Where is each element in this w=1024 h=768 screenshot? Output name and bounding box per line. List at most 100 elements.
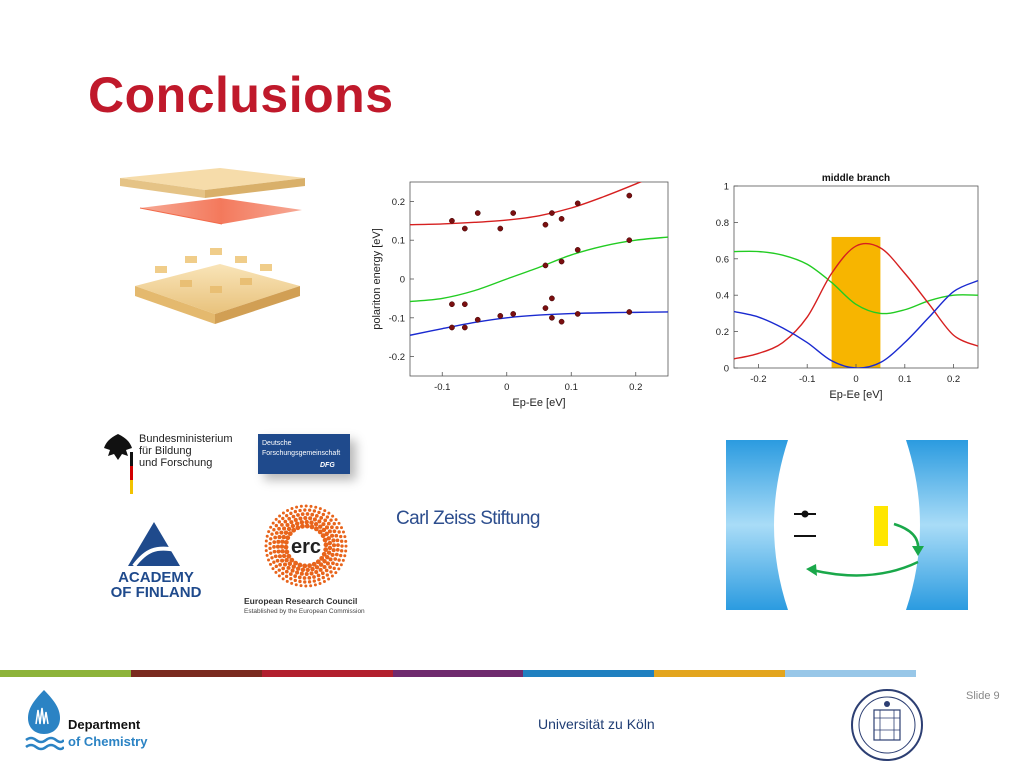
bmbf-line-2: für Bildung	[139, 445, 192, 457]
erc-name: European Research Council	[244, 596, 358, 606]
dfg-line-1: Deutsche	[262, 440, 292, 447]
y-tick-label: 1	[724, 182, 729, 193]
university-name: Universität zu Köln	[538, 716, 655, 732]
emitter-layer	[139, 198, 302, 225]
x-tick-label: 0.1	[565, 382, 578, 393]
footer-bar-segment	[654, 670, 786, 677]
slide-number: Slide 9	[966, 690, 1000, 702]
y-tick-label: -0.1	[389, 313, 405, 324]
data-point	[474, 316, 481, 323]
data-point	[549, 295, 555, 302]
data-point	[574, 200, 581, 207]
polariton-energy-chart: -0.1 0 0.1 0.2 -0.2 -0.1 0 0.1 0.2 polariton en…	[371, 181, 669, 409]
bmbf-logo-text: Bundesministerium für Bildung und Forsch…	[139, 433, 233, 469]
y-tick-label: 0.2	[392, 197, 405, 208]
nanoparticle-marker	[874, 506, 888, 546]
chart1-y-axis-label: polariton energy [eV]	[371, 228, 383, 330]
data-point	[549, 210, 555, 216]
footer-bar-segment	[392, 670, 524, 677]
footer-bar-segment	[261, 670, 393, 677]
footer-bar-segment	[523, 670, 655, 677]
dfg-logo: Deutsche Forschungsgemeinschaft DFG	[258, 434, 350, 474]
x-tick-label: 0.2	[629, 382, 642, 393]
x-tick-label: 0	[853, 374, 858, 385]
y-tick-label: 0.1	[392, 236, 405, 247]
data-point	[497, 225, 504, 232]
department-line-2: of Chemistry	[68, 734, 148, 749]
erc-logo-icon: erc	[264, 504, 348, 588]
university-seal-icon	[851, 689, 923, 761]
aof-line-2: OF FINLAND	[110, 584, 202, 601]
x-tick-label: 0.1	[898, 374, 911, 385]
data-point	[449, 324, 455, 331]
y-tick-label: 0.2	[716, 327, 729, 338]
right-mirror	[906, 440, 968, 610]
data-point	[461, 301, 468, 308]
data-point	[510, 210, 517, 216]
dfg-line-2: Forschungsgemeinschaft	[262, 450, 341, 457]
chart2-title: middle branch	[822, 173, 890, 184]
y-tick-label: 0.6	[716, 254, 729, 265]
data-point	[574, 311, 581, 317]
footer-color-bar	[0, 670, 917, 677]
data-point	[497, 313, 504, 319]
series-line	[410, 311, 668, 336]
dfg-abbreviation: DFG	[320, 462, 335, 469]
data-point	[461, 324, 468, 331]
y-tick-label: -0.2	[389, 352, 405, 363]
y-tick-label: 0	[724, 364, 729, 375]
academy-of-finland-triangle-icon	[128, 522, 180, 568]
chart1-plot-frame	[409, 181, 669, 377]
bmbf-line-1: Bundesministerium	[139, 433, 233, 445]
x-tick-label: -0.1	[434, 382, 450, 393]
slide-title: Conclusions	[88, 67, 394, 123]
data-point	[558, 318, 565, 325]
top-mirror-plate	[120, 168, 305, 198]
data-point	[510, 311, 517, 317]
erc-subtitle: Established by the European Commission	[244, 608, 365, 615]
department-drop-icon	[25, 690, 64, 751]
data-point	[574, 247, 581, 253]
bmbf-line-3: und Forschung	[139, 457, 213, 469]
footer-bar-segment	[130, 670, 262, 677]
coupling-arrow-back	[811, 560, 919, 577]
data-point	[626, 192, 633, 199]
chart2-x-axis-label: Ep-Ee [eV]	[829, 389, 882, 401]
series-line	[410, 236, 668, 303]
data-point	[626, 309, 633, 315]
academy-of-finland-logo-text: ACADEMY OF FINLAND	[106, 570, 206, 600]
series-line	[734, 250, 978, 315]
data-point	[449, 301, 455, 308]
y-tick-label: 0.4	[716, 291, 729, 302]
german-eagle-icon	[104, 434, 133, 494]
data-point	[542, 305, 549, 311]
bottom-nanoparticle-substrate	[135, 248, 300, 324]
nanostructure-illustration	[120, 168, 305, 324]
x-tick-label: 0	[504, 382, 509, 393]
aof-line-1: ACADEMY	[118, 569, 194, 586]
data-point	[626, 237, 633, 244]
department-line-1: Department	[68, 717, 141, 732]
chart1-x-axis-label: Ep-Ee [eV]	[512, 397, 565, 409]
carl-zeiss-stiftung-logo: Carl Zeiss Stiftung	[396, 508, 540, 529]
footer-bar-segment	[0, 670, 131, 677]
x-tick-label: -0.1	[799, 374, 815, 385]
erc-mark: erc	[291, 536, 321, 558]
data-point	[474, 210, 481, 216]
y-tick-label: 0	[400, 275, 405, 286]
footer-bar-segment	[785, 670, 917, 677]
chart2-highlight-band	[831, 236, 881, 368]
left-mirror	[726, 440, 788, 610]
x-tick-label: 0.2	[947, 374, 960, 385]
data-point	[461, 225, 468, 232]
data-point	[558, 216, 565, 222]
data-point	[542, 221, 549, 228]
x-tick-label: -0.2	[750, 374, 766, 385]
electron-dot	[801, 510, 809, 518]
optical-cavity-diagram	[726, 440, 968, 610]
middle-branch-chart: middle branch -0.2 -0.1 0 0.1 0.2 0 0.2 0.4 0.6…	[716, 173, 979, 401]
data-point	[449, 217, 455, 224]
series-line	[734, 279, 978, 368]
data-point	[558, 258, 565, 265]
series-line	[734, 242, 978, 360]
